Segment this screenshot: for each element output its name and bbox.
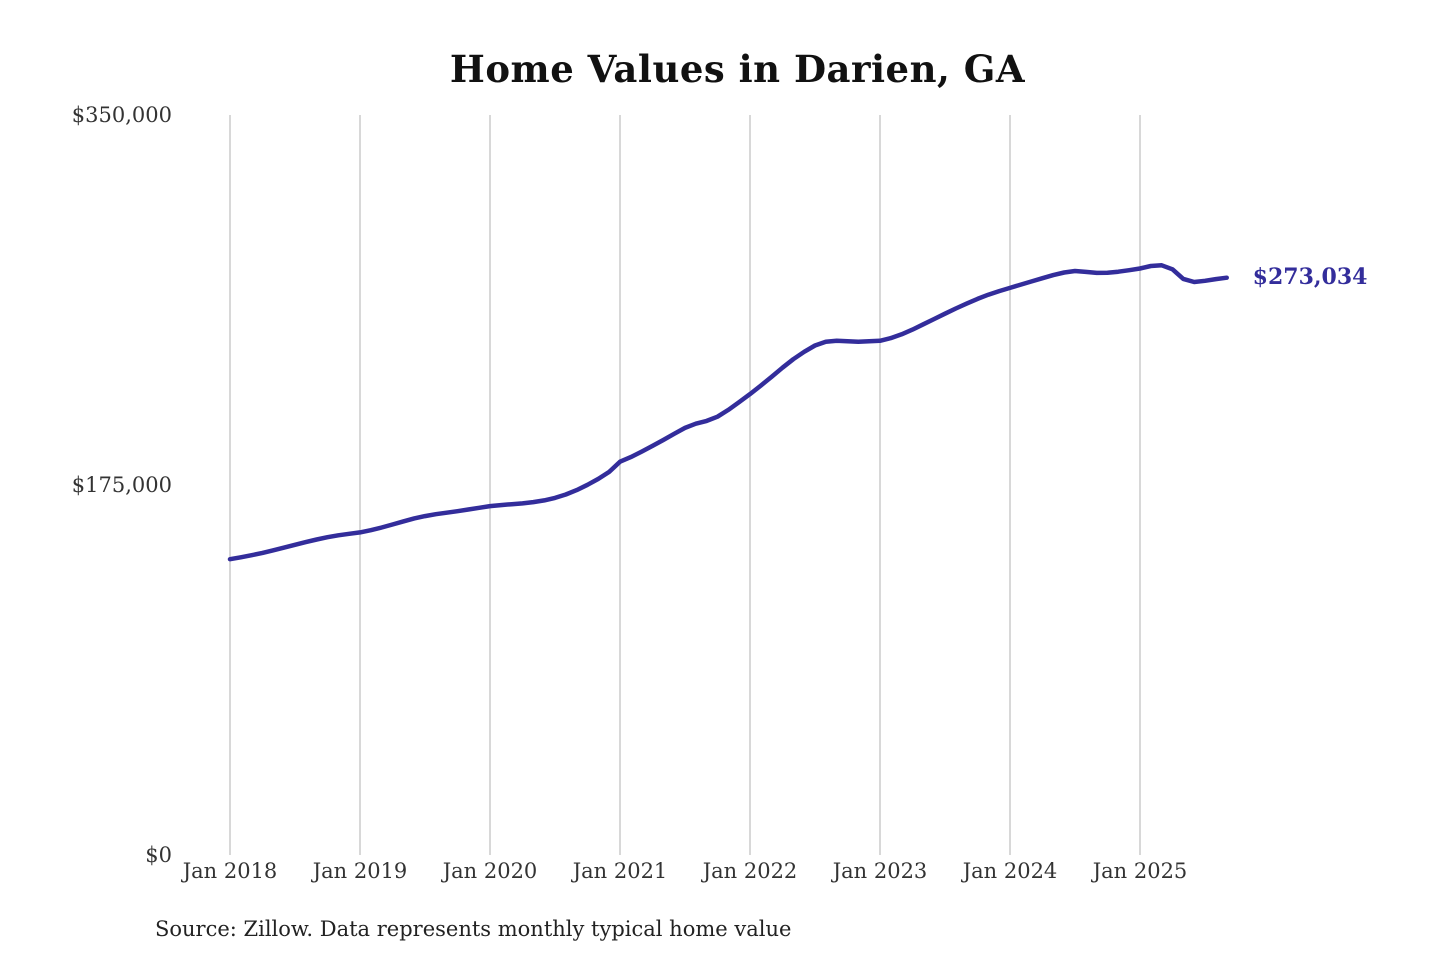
- x-axis-label: Jan 2019: [312, 859, 408, 883]
- y-axis-label: $0: [145, 843, 172, 867]
- latest-value-label: $273,034: [1252, 263, 1368, 290]
- x-axis-label: Jan 2018: [182, 859, 278, 883]
- x-axis-label: Jan 2025: [1092, 859, 1188, 883]
- x-axis-label: Jan 2024: [962, 859, 1058, 883]
- home-value-series-line: [227, 263, 1229, 562]
- x-axis-label: Jan 2022: [702, 859, 798, 883]
- source-note: Source: Zillow. Data represents monthly …: [155, 917, 792, 941]
- y-axis-label: $175,000: [71, 473, 172, 497]
- chart-title: Home Values in Darien, GA: [449, 47, 1026, 91]
- x-axis-label: Jan 2023: [832, 859, 928, 883]
- x-axis-label: Jan 2021: [572, 859, 668, 883]
- x-axis-label: Jan 2020: [442, 859, 538, 883]
- y-axis-label: $350,000: [71, 103, 172, 127]
